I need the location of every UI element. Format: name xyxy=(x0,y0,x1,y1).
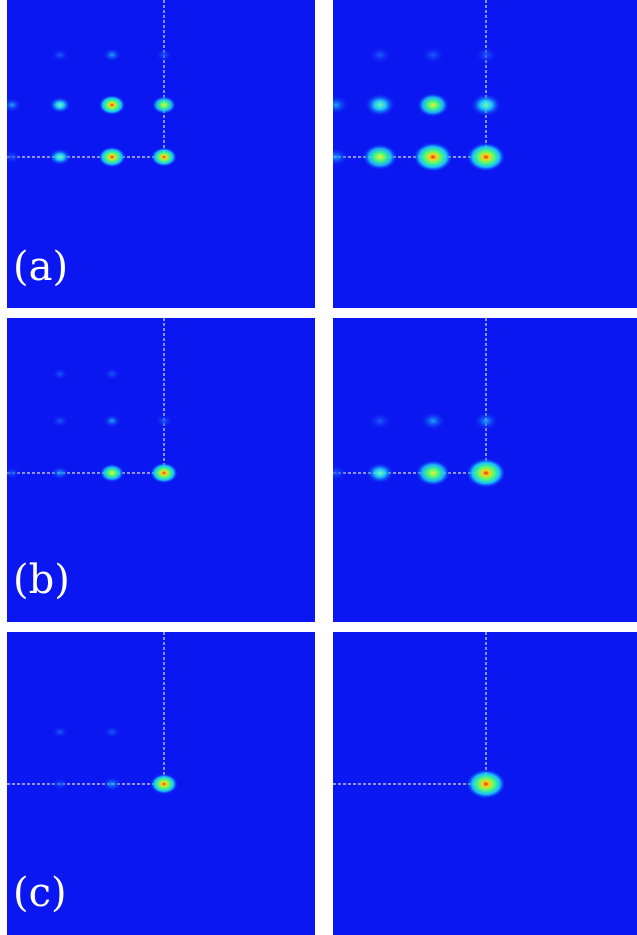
diffraction-spot xyxy=(50,465,70,481)
panel-a-right xyxy=(333,0,637,308)
diffraction-spot xyxy=(103,367,121,381)
diffraction-pattern-c-right xyxy=(333,632,506,799)
diffraction-spot xyxy=(48,148,72,166)
diffraction-spot xyxy=(473,411,499,431)
diffraction-spot xyxy=(150,147,178,167)
diffraction-spot xyxy=(102,776,122,792)
diffraction-spot xyxy=(470,93,502,117)
diffraction-spot xyxy=(102,47,122,63)
diffraction-spot xyxy=(420,411,446,431)
diffraction-spot xyxy=(51,367,69,381)
diffraction-spot xyxy=(333,464,348,482)
diffraction-pattern-b-left xyxy=(7,318,178,484)
diffraction-spot xyxy=(466,769,506,799)
diffraction-spot xyxy=(99,463,125,483)
diffraction-spot xyxy=(102,413,122,429)
diffraction-spot xyxy=(98,94,126,116)
diffraction-spot xyxy=(98,146,126,168)
diffraction-spot xyxy=(150,773,178,795)
diffraction-spot xyxy=(466,142,506,172)
diffraction-spot xyxy=(333,95,349,115)
diffraction-spot xyxy=(50,48,70,62)
diffraction-spot xyxy=(50,414,70,428)
diffraction-spot xyxy=(7,150,22,164)
diffraction-pattern-b-right xyxy=(333,318,506,488)
diffraction-spot xyxy=(102,725,122,739)
diffraction-spot xyxy=(7,97,22,113)
diffraction-spot xyxy=(151,95,177,115)
diffraction-pattern-a-left xyxy=(7,0,178,168)
panel-a-left xyxy=(7,0,315,308)
diffraction-spot xyxy=(420,45,446,65)
diffraction-spot xyxy=(416,92,450,118)
panel-b-left xyxy=(7,318,315,622)
diffraction-spot xyxy=(155,48,173,62)
diffraction-spot xyxy=(415,459,451,487)
diffraction-spot xyxy=(51,725,69,739)
diffraction-spot xyxy=(154,414,174,428)
panel-c-right xyxy=(333,632,637,935)
diffraction-spot xyxy=(367,411,393,431)
diffraction-pattern-a-right xyxy=(333,0,506,172)
diffraction-spot xyxy=(7,466,21,480)
diffraction-spot xyxy=(364,93,396,117)
diffraction-spot xyxy=(466,458,506,488)
diffraction-spot xyxy=(366,462,394,484)
panel-c-left xyxy=(7,632,315,935)
diffraction-pattern-c-left xyxy=(7,632,178,795)
diffraction-spot xyxy=(51,777,69,791)
diffraction-spot xyxy=(413,142,453,172)
diffraction-spot xyxy=(49,96,71,114)
panel-b-right xyxy=(333,318,637,622)
diffraction-spot xyxy=(150,462,178,484)
diffraction-spot xyxy=(474,46,498,64)
diffraction-spot xyxy=(362,143,398,171)
diffraction-spot xyxy=(368,46,392,64)
diffraction-spot xyxy=(333,147,349,167)
